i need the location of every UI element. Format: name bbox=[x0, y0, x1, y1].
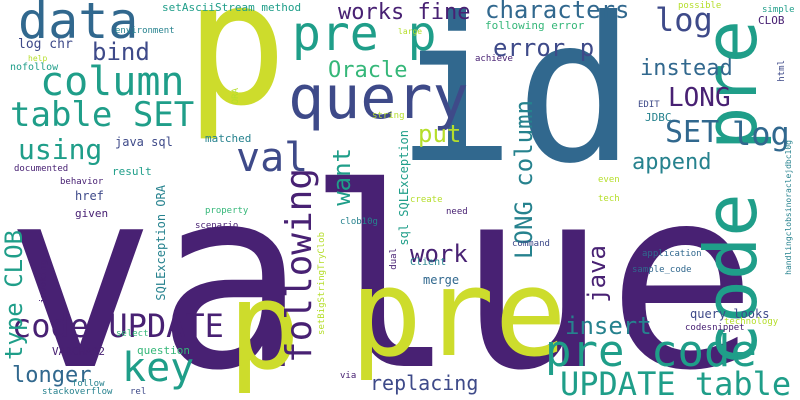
word-create: create bbox=[410, 195, 443, 205]
word-even: even bbox=[598, 175, 620, 185]
word-set: SET bbox=[665, 115, 720, 150]
word-client: Client bbox=[410, 257, 447, 268]
word-tech: tech bbox=[598, 194, 620, 204]
word-query: query bbox=[288, 63, 469, 133]
word-instead: instead bbox=[640, 56, 733, 81]
word-html: html bbox=[777, 60, 787, 82]
word-dual: dual bbox=[389, 248, 399, 270]
word-insert: insert bbox=[565, 312, 652, 340]
word-update-table: UPDATE table bbox=[560, 365, 792, 400]
word-column: column bbox=[40, 59, 185, 105]
word-via: via bbox=[340, 371, 357, 381]
word-long: LONG bbox=[668, 83, 731, 113]
word-append: append bbox=[632, 150, 712, 175]
word-long-column: LONG column bbox=[510, 100, 538, 259]
word-href: href bbox=[75, 189, 104, 203]
word-handlingclobsinoraclejdbc10g: handlingclobsinoraclejdbc10g bbox=[784, 140, 793, 275]
word-need: need bbox=[446, 207, 468, 217]
word-sql-sqlexception: sql SQLException bbox=[397, 130, 411, 246]
word-edit: EDIT bbox=[638, 100, 660, 110]
word-jdbc: JDBC bbox=[645, 111, 672, 124]
word-pre-p: pre p bbox=[292, 6, 437, 62]
word-following-error: following error bbox=[485, 19, 585, 32]
word-java: java bbox=[583, 245, 611, 303]
word-achieve: achieve bbox=[475, 54, 513, 64]
word-environment: environment bbox=[115, 26, 175, 36]
word-clob: CLOB bbox=[758, 14, 785, 27]
word-string: string bbox=[372, 111, 405, 121]
word-bind: bind bbox=[92, 38, 150, 66]
word-works-fine: works fine bbox=[338, 0, 471, 25]
word-nofollow: nofollow bbox=[10, 62, 59, 73]
word-id: id bbox=[395, 0, 636, 208]
word-pre: pre bbox=[350, 245, 567, 384]
word-setbigstringtryclob: setBigStringTryClob bbox=[317, 232, 327, 335]
word-using: using bbox=[18, 133, 103, 166]
word-ora: ORA bbox=[231, 88, 241, 105]
word-codesnippet: codesnippet bbox=[685, 323, 745, 333]
word-stackoverflow: stackoverflow bbox=[42, 387, 113, 397]
word-large: large bbox=[398, 27, 423, 36]
word-pre-code: pre code bbox=[545, 326, 757, 377]
word-property: property bbox=[205, 206, 249, 216]
word-help: help bbox=[28, 54, 48, 63]
word-sample-code: sample_code bbox=[632, 265, 692, 275]
word-error-p: error p bbox=[493, 34, 595, 62]
word-want: want bbox=[328, 148, 356, 206]
word-log-chr: log chr bbox=[18, 37, 73, 52]
word-invoking: invoking bbox=[39, 260, 49, 304]
word-replacing: replacing bbox=[370, 371, 479, 395]
word-following: following bbox=[279, 168, 320, 364]
word-val: val bbox=[236, 135, 309, 181]
word-application: application bbox=[642, 249, 702, 259]
word-value: value bbox=[5, 134, 758, 400]
word-rel: rel bbox=[130, 387, 147, 397]
word-type-clob: type CLOB bbox=[0, 230, 28, 361]
word-log-2: log bbox=[732, 115, 790, 153]
word-behavior: behavior bbox=[60, 177, 104, 187]
word-work: work bbox=[410, 240, 468, 268]
word-select: select bbox=[116, 329, 149, 339]
word-oracle: Oracle bbox=[328, 58, 408, 83]
word-technology: technology bbox=[724, 317, 779, 327]
word-characters: characters bbox=[485, 0, 630, 24]
word-p: p bbox=[185, 0, 288, 144]
word-java-sql: java sql bbox=[115, 135, 173, 149]
word-put: put bbox=[418, 120, 462, 148]
word-key: key bbox=[122, 345, 195, 391]
word-sqlexception-ora: SQLException ORA bbox=[154, 185, 168, 301]
word-possible: possible bbox=[678, 1, 722, 11]
word-merge: merge bbox=[423, 273, 460, 287]
word-clob10g: clob10g bbox=[340, 217, 378, 227]
word-command: command bbox=[512, 239, 550, 249]
word-code-update: code UPDATE bbox=[12, 307, 224, 345]
word-scenario: scenario bbox=[195, 221, 239, 231]
word-setasciistream-method: setAsciiStream method bbox=[162, 1, 302, 14]
word-given: given bbox=[75, 207, 109, 220]
word-table-set: table SET bbox=[10, 95, 195, 135]
word-log: log bbox=[655, 1, 713, 39]
word-question: question bbox=[137, 344, 190, 357]
word-varchar2: VARCHAR2 bbox=[52, 345, 105, 358]
word-p-2: p bbox=[228, 258, 301, 397]
word-follow: follow bbox=[72, 379, 105, 389]
word-documented: documented bbox=[14, 164, 69, 174]
word-result: result bbox=[112, 165, 152, 178]
word-data: data bbox=[18, 0, 139, 50]
word-matched: matched bbox=[205, 132, 252, 145]
word-longer: longer bbox=[12, 363, 92, 388]
word-query-looks: query looks bbox=[690, 307, 770, 321]
word-simple: simple bbox=[762, 5, 795, 15]
